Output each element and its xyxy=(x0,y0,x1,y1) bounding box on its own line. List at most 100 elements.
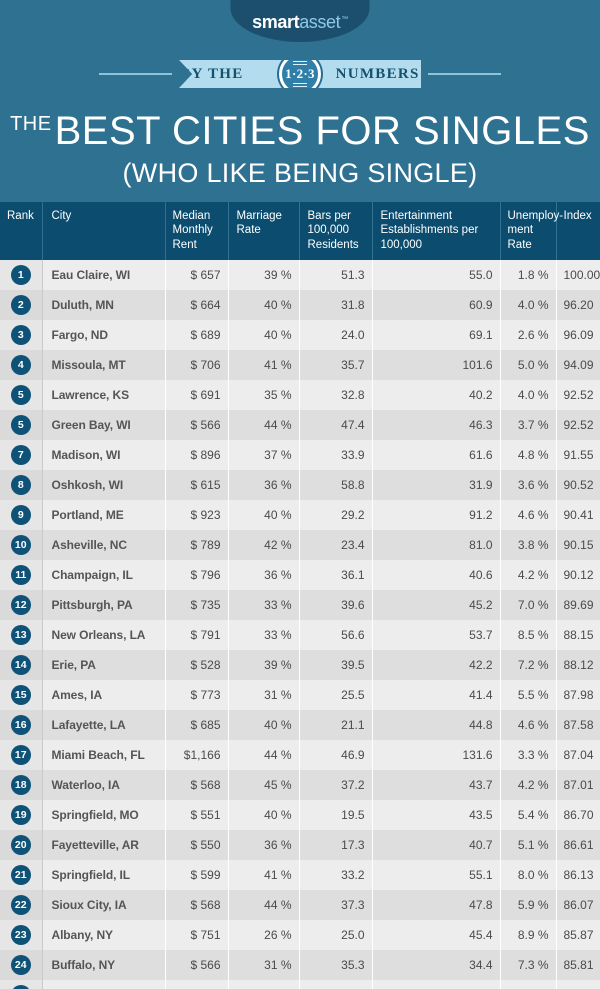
cell-city: Columbia, MO xyxy=(42,980,166,989)
cell-entertainment: 41.4 xyxy=(372,680,501,711)
smartasset-logo[interactable]: smartasset™ xyxy=(252,12,348,33)
cell-index: 87.98 xyxy=(556,680,600,711)
cell-unemployment: 4.6 % xyxy=(500,500,557,531)
cell-median-rent: $ 706 xyxy=(165,350,229,381)
cell-city: Pittsburgh, PA xyxy=(42,590,166,621)
cell-city: Green Bay, WI xyxy=(42,410,166,441)
cell-index: 94.09 xyxy=(556,350,600,381)
cell-median-rent: $ 796 xyxy=(165,560,229,591)
cell-city: Portland, ME xyxy=(42,500,166,531)
table-row: 4 Missoula, MT $ 706 41 % 35.7 101.6 5.0 % 94.0… xyxy=(0,350,600,381)
cell-unemployment: 4.2 % xyxy=(500,560,557,591)
cell-unemployment: 3.8 % xyxy=(500,530,557,561)
rank-badge: 9 xyxy=(10,505,31,526)
cell-marriage-rate: 39 % xyxy=(228,260,300,291)
cell-marriage-rate: 35 % xyxy=(228,380,300,411)
table-row: 25 Columbia, MO$ 63337 %17.142.04.8 %85.7… xyxy=(0,980,600,989)
cell-entertainment: 34.4 xyxy=(372,950,501,981)
cell-marriage-rate: 33 % xyxy=(228,590,300,621)
cell-rank: 20 xyxy=(0,830,43,861)
cell-rank: 8 xyxy=(0,470,43,501)
cell-city: Sioux City, IA xyxy=(42,890,166,921)
column-header-marriage-rate[interactable]: Marriage Rate xyxy=(228,202,300,261)
cell-marriage-rate: 26 % xyxy=(228,920,300,951)
banner-label-right: NUMBERS xyxy=(335,65,420,82)
cell-bars: 58.8 xyxy=(299,470,373,501)
cell-bars: 33.9 xyxy=(299,440,373,471)
cell-index: 88.12 xyxy=(556,650,600,681)
cell-median-rent: $ 789 xyxy=(165,530,229,561)
cell-marriage-rate: 31 % xyxy=(228,680,300,711)
table-body: 1 Eau Claire, WI $ 657 39 % 51.3 55.0 1.8 % 100… xyxy=(0,260,600,989)
rank-badge: 25 xyxy=(10,985,31,989)
rank-badge: 8 xyxy=(10,475,31,496)
column-header-bars[interactable]: Bars per 100,000 Residents xyxy=(299,202,373,261)
table-row: 10 Asheville, NC $ 789 42 % 23.4 81.0 3.8 % 90.… xyxy=(0,530,600,561)
cell-bars: 46.9 xyxy=(299,740,373,771)
cell-unemployment: 4.0 % xyxy=(500,290,557,321)
cell-median-rent: $ 568 xyxy=(165,770,229,801)
cell-entertainment: 53.7 xyxy=(372,620,501,651)
table-row: 19 Springfield, MO $ 551 40 % 19.5 43.5 5.4 % 8… xyxy=(0,800,600,831)
rank-badge: 5 xyxy=(10,415,31,436)
cell-rank: 12 xyxy=(0,590,43,621)
table-header: Rank City Median Monthly Rent Marriage R… xyxy=(0,202,600,261)
cell-marriage-rate: 36 % xyxy=(228,470,300,501)
cell-rank: 15 xyxy=(0,680,43,711)
rank-badge: 21 xyxy=(10,865,31,886)
badge-number: 1·2·3 xyxy=(285,66,315,81)
column-header-rank[interactable]: Rank xyxy=(0,202,43,261)
cell-bars: 17.3 xyxy=(299,830,373,861)
cell-median-rent: $ 896 xyxy=(165,440,229,471)
table-row: 5 Lawrence, KS $ 691 35 % 32.8 40.2 4.0 % 92.52 xyxy=(0,380,600,411)
table-row: 16 Lafayette, LA $ 685 40 % 21.1 44.8 4.6 % 87.… xyxy=(0,710,600,741)
rank-badge: 10 xyxy=(10,535,31,556)
cell-rank: 24 xyxy=(0,950,43,981)
cell-entertainment: 60.9 xyxy=(372,290,501,321)
rank-badge: 15 xyxy=(10,685,31,706)
cell-marriage-rate: 45 % xyxy=(228,770,300,801)
cell-marriage-rate: 40 % xyxy=(228,800,300,831)
rank-badge: 23 xyxy=(10,925,31,946)
cell-rank: 16 xyxy=(0,710,43,741)
cell-bars: 35.7 xyxy=(299,350,373,381)
cell-unemployment: 7.2 % xyxy=(500,650,557,681)
column-header-entertainment[interactable]: Entertainment Establishments per 100,000 xyxy=(372,202,501,261)
rank-badge: 11 xyxy=(10,565,31,586)
cell-index: 86.13 xyxy=(556,860,600,891)
cell-unemployment: 3.7 % xyxy=(500,410,557,441)
rank-badge: 19 xyxy=(10,805,31,826)
cell-entertainment: 44.8 xyxy=(372,710,501,741)
cell-bars: 35.3 xyxy=(299,950,373,981)
cell-unemployment: 4.6 % xyxy=(500,710,557,741)
cell-entertainment: 101.6 xyxy=(372,350,501,381)
column-header-index[interactable]: Index xyxy=(556,202,600,261)
column-header-city[interactable]: City xyxy=(42,202,166,261)
cell-median-rent: $ 664 xyxy=(165,290,229,321)
column-header-median-rent[interactable]: Median Monthly Rent xyxy=(165,202,229,261)
cell-unemployment: 1.8 % xyxy=(500,260,557,291)
cell-bars: 37.3 xyxy=(299,890,373,921)
cell-median-rent: $ 791 xyxy=(165,620,229,651)
cell-rank: 1 xyxy=(0,260,43,291)
cell-rank: 11 xyxy=(0,560,43,591)
cell-index: 90.12 xyxy=(556,560,600,591)
cell-marriage-rate: 42 % xyxy=(228,530,300,561)
page-title-the: THE xyxy=(10,113,52,135)
cell-median-rent: $ 657 xyxy=(165,260,229,291)
cell-index: 89.69 xyxy=(556,590,600,621)
cell-rank: 21 xyxy=(0,860,43,891)
cell-city: Ames, IA xyxy=(42,680,166,711)
column-header-unemployment[interactable]: Unemploy- ment Rate xyxy=(500,202,563,261)
rank-badge: 1 xyxy=(10,265,31,286)
cell-city: Erie, PA xyxy=(42,650,166,681)
cell-median-rent: $ 566 xyxy=(165,950,229,981)
cell-city: Springfield, MO xyxy=(42,800,166,831)
rank-badge: 12 xyxy=(10,595,31,616)
cell-entertainment: 43.5 xyxy=(372,800,501,831)
cell-entertainment: 40.6 xyxy=(372,560,501,591)
table-row: 23 Albany, NY $ 751 26 % 25.0 45.4 8.9 % 85.87 xyxy=(0,920,600,951)
badge-dashes-bottom-icon xyxy=(293,83,307,87)
cell-index: 92.52 xyxy=(556,410,600,441)
cell-bars: 36.1 xyxy=(299,560,373,591)
